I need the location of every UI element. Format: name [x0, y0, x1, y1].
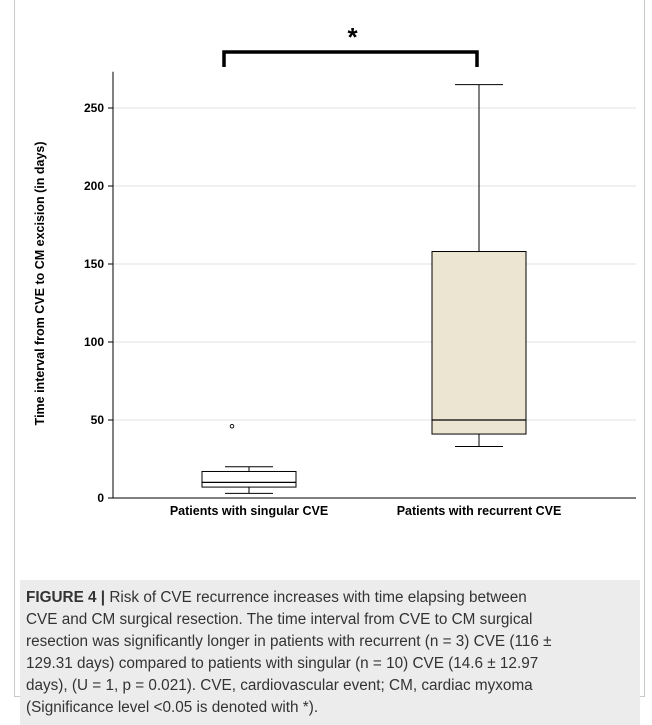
y-tick-label-200: 200: [84, 179, 104, 193]
box-1: [201, 470, 297, 488]
y-tick-label-100: 100: [84, 335, 104, 349]
figure-label: FIGURE 4 |: [26, 589, 106, 606]
x-category-label-2: Patients with recurrent CVE: [397, 504, 562, 518]
caption-line-6: (Significance level <0.05 is denoted wit…: [26, 699, 319, 716]
y-axis-label: Time interval from CVE to CM excision (i…: [33, 141, 47, 425]
x-category-label-1: Patients with singular CVE: [170, 504, 328, 518]
caption-line-5: days), (U = 1, p = 0.021). CVE, cardiova…: [26, 677, 533, 694]
caption-line-4: 129.31 days) compared to patients with s…: [26, 655, 539, 672]
outlier-1-1: [229, 423, 235, 429]
significance-star: *: [347, 22, 358, 52]
y-tick-label-0: 0: [97, 491, 104, 505]
figure-caption: FIGURE 4 | Risk of CVE recurrence increa…: [20, 580, 640, 725]
y-tick-label-250: 250: [84, 101, 104, 115]
caption-line-1: Risk of CVE recurrence increases with ti…: [109, 589, 527, 606]
y-tick-label-150: 150: [84, 257, 104, 271]
box-2: [431, 251, 527, 435]
caption-line-2: CVE and CM surgical resection. The time …: [26, 611, 533, 628]
significance-bracket: [222, 50, 479, 67]
box-plot-chart: 0 50 100 150 200 250 Time interval from CVE to…: [33, 22, 636, 518]
caption-line-3: resection was significantly longer in pa…: [26, 633, 552, 650]
y-tick-label-50: 50: [91, 413, 105, 427]
